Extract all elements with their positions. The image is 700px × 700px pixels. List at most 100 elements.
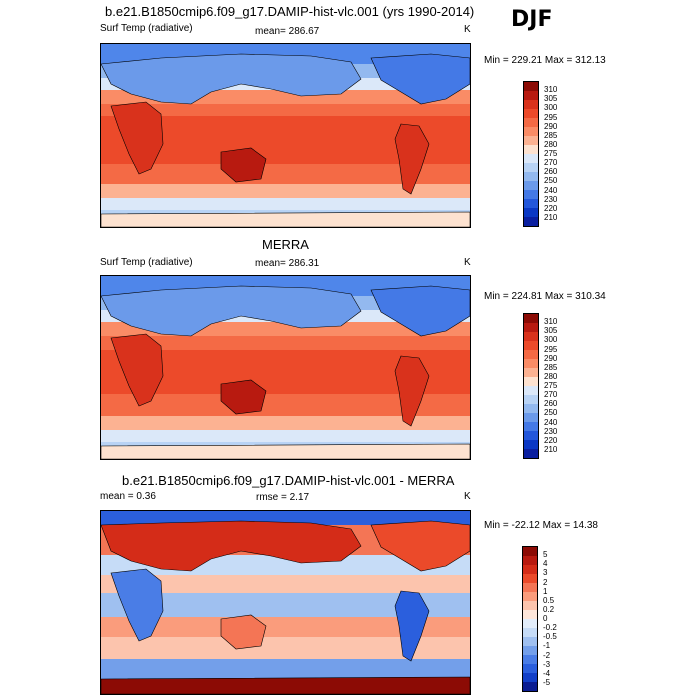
colorbar-tick-label: 250 bbox=[544, 176, 558, 186]
colorbar-swatch bbox=[524, 127, 538, 136]
colorbar-tick-label: 260 bbox=[544, 167, 558, 177]
colorbar-tick-label: 0 bbox=[543, 614, 548, 623]
panel-1-variable-label: Surf Temp (radiative) bbox=[100, 23, 193, 34]
colorbar-swatch bbox=[524, 136, 538, 145]
panel-3-title: b.e21.B1850cmip6.f09_g17.DAMIP-hist-vlc.… bbox=[122, 473, 455, 488]
colorbar-swatch bbox=[524, 395, 538, 404]
colorbar-swatch bbox=[524, 404, 538, 413]
panel-1-minmax: Min = 229.21 Max = 312.13 bbox=[484, 55, 606, 66]
panel-3-minmax: Min = -22.12 Max = 14.38 bbox=[484, 520, 598, 531]
colorbar-tick-label: 2 bbox=[543, 577, 548, 587]
colorbar-swatch bbox=[524, 323, 538, 332]
colorbar-tick-label: 290 bbox=[544, 353, 558, 363]
colorbar-tick-label: 220 bbox=[544, 203, 558, 213]
panel-1-mean-label: mean= 286.67 bbox=[255, 26, 320, 37]
colorbar-swatch bbox=[524, 145, 538, 154]
colorbar-tick-label: 270 bbox=[544, 158, 558, 168]
colorbar-swatch bbox=[524, 368, 538, 377]
colorbar-swatch bbox=[524, 217, 538, 226]
colorbar-swatch bbox=[524, 208, 538, 217]
colorbar-swatch bbox=[524, 199, 538, 208]
colorbar-tick-label: -1 bbox=[543, 641, 551, 651]
colorbar-swatch bbox=[524, 181, 538, 190]
colorbar-swatch bbox=[523, 628, 537, 637]
colorbar-tick-label: 305 bbox=[544, 326, 558, 336]
colorbar-tick-label: -0.5 bbox=[543, 632, 557, 642]
panel-1-units-label: K bbox=[464, 24, 471, 35]
colorbar-tick-label: 210 bbox=[544, 212, 558, 222]
colorbar-swatch bbox=[524, 190, 538, 199]
colorbar-tick-label: 250 bbox=[544, 408, 558, 418]
panel-1-colorbar bbox=[523, 81, 539, 227]
panel-2-mean-label: mean= 286.31 bbox=[255, 258, 320, 269]
panel-2-map-field bbox=[101, 276, 470, 459]
colorbar-swatch bbox=[524, 314, 538, 323]
colorbar-swatch bbox=[523, 547, 537, 556]
colorbar-tick-label: 295 bbox=[544, 344, 558, 354]
colorbar-tick-label: 4 bbox=[543, 559, 548, 569]
colorbar-swatch bbox=[524, 154, 538, 163]
colorbar-tick-label: 270 bbox=[544, 390, 558, 400]
colorbar-tick-label: 310 bbox=[544, 85, 558, 95]
colorbar-swatch bbox=[523, 637, 537, 646]
colorbar-swatch bbox=[524, 431, 538, 440]
colorbar-tick-label: 285 bbox=[544, 130, 558, 140]
colorbar-swatch bbox=[523, 646, 537, 655]
colorbar-tick-label: 3 bbox=[543, 568, 548, 578]
colorbar-swatch bbox=[524, 440, 538, 449]
colorbar-swatch bbox=[523, 682, 537, 691]
colorbar-swatch bbox=[523, 574, 537, 583]
colorbar-tick-label: 275 bbox=[544, 381, 558, 390]
colorbar-swatch bbox=[524, 449, 538, 458]
colorbar-swatch bbox=[523, 583, 537, 592]
colorbar-swatch bbox=[524, 413, 538, 422]
colorbar-tick-label: 300 bbox=[544, 335, 558, 345]
season-label: DJF bbox=[511, 7, 553, 32]
panel-3-rmse-label: rmse = 2.17 bbox=[256, 492, 310, 503]
colorbar-swatch bbox=[523, 619, 537, 628]
colorbar-swatch bbox=[524, 82, 538, 91]
colorbar-swatch bbox=[524, 91, 538, 100]
colorbar-tick-label: -2 bbox=[543, 650, 551, 660]
colorbar-swatch bbox=[524, 341, 538, 350]
colorbar-tick-label: 280 bbox=[544, 139, 558, 149]
panel-3-colorbar bbox=[522, 546, 538, 692]
panel-3-mean-label: mean = 0.36 bbox=[100, 491, 156, 502]
colorbar-swatch bbox=[524, 377, 538, 386]
colorbar-swatch bbox=[523, 655, 537, 664]
colorbar-tick-label: 240 bbox=[544, 185, 558, 195]
colorbar-tick-label: 280 bbox=[544, 371, 558, 381]
colorbar-tick-label: 210 bbox=[544, 444, 558, 454]
panel-2-title: MERRA bbox=[262, 237, 309, 252]
panel-2-map bbox=[100, 275, 471, 460]
colorbar-tick-label: 0.5 bbox=[543, 595, 555, 605]
colorbar-tick-label: 295 bbox=[544, 112, 558, 122]
colorbar-tick-label: 300 bbox=[544, 103, 558, 113]
colorbar-swatch bbox=[524, 118, 538, 127]
colorbar-tick-label: -4 bbox=[543, 668, 551, 678]
colorbar-tick-label: 230 bbox=[544, 426, 558, 436]
colorbar-tick-label: 290 bbox=[544, 121, 558, 131]
colorbar-swatch bbox=[523, 601, 537, 610]
panel-2-units-label: K bbox=[464, 257, 471, 268]
colorbar-swatch bbox=[524, 422, 538, 431]
colorbar-tick-label: -3 bbox=[543, 659, 551, 669]
colorbar-swatch bbox=[524, 359, 538, 368]
colorbar-swatch bbox=[523, 565, 537, 574]
panel-1-title: b.e21.B1850cmip6.f09_g17.DAMIP-hist-vlc.… bbox=[105, 4, 475, 19]
colorbar-swatch bbox=[523, 673, 537, 682]
colorbar-tick-label: 220 bbox=[544, 435, 558, 445]
panel-2-minmax: Min = 224.81 Max = 310.34 bbox=[484, 291, 606, 302]
colorbar-swatch bbox=[523, 592, 537, 601]
colorbar-swatch bbox=[524, 100, 538, 109]
colorbar-tick-label: 310 bbox=[544, 317, 558, 327]
colorbar-tick-label: 240 bbox=[544, 417, 558, 427]
colorbar-swatch bbox=[524, 332, 538, 341]
colorbar-swatch bbox=[524, 350, 538, 359]
colorbar-tick-label: 1 bbox=[543, 586, 548, 596]
colorbar-swatch bbox=[524, 163, 538, 172]
colorbar-tick-label: 5 bbox=[543, 550, 548, 560]
panel-2-variable-label: Surf Temp (radiative) bbox=[100, 257, 193, 268]
panel-2-colorbar bbox=[523, 313, 539, 459]
colorbar-tick-label: 260 bbox=[544, 399, 558, 409]
